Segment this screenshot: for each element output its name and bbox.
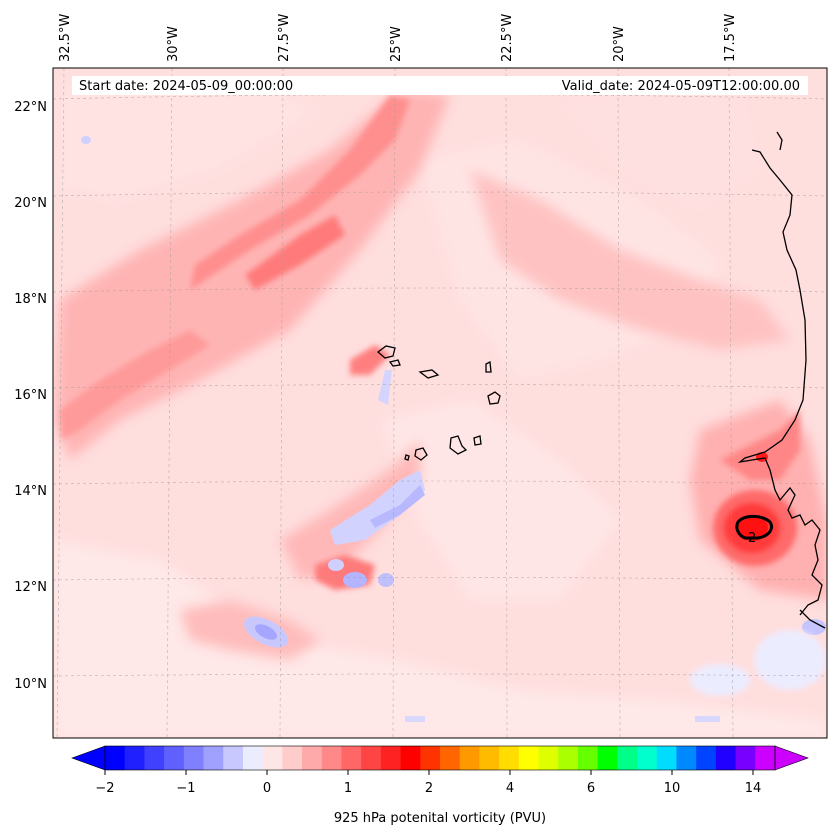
pv-strong-bands — [60, 95, 800, 590]
map-frame — [52, 67, 828, 739]
gridlines — [53, 68, 827, 738]
colorbar-tick-label: 10 — [664, 781, 681, 796]
contour-label: 2 — [748, 531, 756, 546]
colorbar-segment — [420, 746, 441, 770]
lon-label: 22.5°W — [500, 14, 515, 62]
colorbar-segment — [262, 746, 283, 770]
longitude-labels: 32.5°W 30°W 27.5°W 25°W 22.5°W 20°W 17.5… — [58, 14, 738, 62]
colorbar-tick-label: 4 — [506, 781, 514, 796]
lon-label: 27.5°W — [277, 14, 292, 62]
cape-verde-islands — [376, 345, 501, 461]
colorbar-segment — [183, 746, 205, 770]
colorbar-segment — [656, 746, 678, 770]
colorbar-segment — [341, 746, 362, 770]
colorbar-segments — [105, 746, 776, 770]
lat-label: 12°N — [14, 580, 47, 595]
colorbar-segment — [164, 746, 185, 770]
colorbar-segment — [203, 746, 224, 770]
valid-date-text: Valid_date: 2024-05-09T12:00:00.00 — [562, 79, 800, 94]
pv-negative-features — [81, 136, 826, 722]
colorbar-segment — [105, 746, 126, 770]
colorbar-segment — [538, 746, 559, 770]
colorbar-tick-label: 0 — [263, 781, 271, 796]
colorbar-segment — [755, 746, 776, 770]
colorbar-segment — [400, 746, 421, 770]
colorbar-segment — [459, 746, 481, 770]
date-banner — [72, 76, 808, 95]
pv-hotspot — [713, 452, 797, 566]
colorbar-segment — [380, 746, 402, 770]
colorbar-segment — [144, 746, 165, 770]
colorbar-segment — [479, 746, 500, 770]
lat-label: 22°N — [14, 100, 47, 115]
colorbar-segment — [676, 746, 697, 770]
colorbar-segment — [124, 746, 146, 770]
colorbar-title: 925 hPa potenital vorticity (PVU) — [334, 811, 546, 826]
colorbar-segment — [715, 746, 737, 770]
colorbar-under-arrow — [71, 745, 106, 771]
colorbar-segment — [223, 746, 244, 770]
colorbar-tick-label: −1 — [176, 781, 195, 796]
colorbar-segment — [637, 746, 658, 770]
lat-label: 10°N — [14, 677, 47, 692]
africa-coastline — [737, 149, 823, 616]
colorbar-over-arrow — [774, 745, 809, 771]
colorbar-segment — [735, 746, 756, 770]
colorbar-segment — [282, 746, 303, 770]
lon-label: 30°W — [166, 26, 181, 62]
colorbar-segment — [617, 746, 638, 770]
lon-label: 32.5°W — [58, 14, 73, 62]
lon-label: 20°W — [612, 26, 627, 62]
colorbar-segment — [518, 746, 540, 770]
colorbar-tick-label: 6 — [587, 781, 595, 796]
colorbar-segment — [597, 746, 618, 770]
colorbar-segment — [361, 746, 382, 770]
colorbar-segment — [558, 746, 579, 770]
colorbar-tick-labels: −2 −1 0 1 2 4 6 10 14 — [95, 781, 761, 796]
start-date-text: Start date: 2024-05-09_00:00:00 — [79, 79, 293, 94]
pv-field: 2 — [53, 68, 827, 738]
colorbar-segment — [242, 746, 264, 770]
colorbar-segment — [696, 746, 717, 770]
colorbar-segment — [321, 746, 343, 770]
lat-label: 20°N — [14, 196, 47, 211]
colorbar: −2 −1 0 1 2 4 6 10 14 925 hPa potenital … — [71, 745, 809, 826]
colorbar-tick-label: 1 — [344, 781, 352, 796]
lat-label: 14°N — [14, 484, 47, 499]
latitude-labels: 22°N 20°N 18°N 16°N 14°N 12°N 10°N — [14, 100, 47, 692]
map-area[interactable]: 2 Start date: 2024-05-09_00:00:00 Valid_… — [14, 14, 828, 739]
colorbar-segment — [440, 746, 461, 770]
lat-label: 16°N — [14, 388, 47, 403]
colorbar-tick-label: 14 — [745, 781, 762, 796]
colorbar-segment — [577, 746, 599, 770]
lon-label: 25°W — [389, 26, 404, 62]
coastlines — [376, 131, 826, 629]
lon-label: 17.5°W — [723, 14, 738, 62]
colorbar-segment — [499, 746, 520, 770]
colorbar-frame — [104, 745, 776, 771]
colorbar-tick-label: 2 — [425, 781, 433, 796]
colorbar-tick-label: −2 — [95, 781, 114, 796]
lat-label: 18°N — [14, 292, 47, 307]
colorbar-ticks — [104, 770, 754, 775]
colorbar-segment — [302, 746, 323, 770]
